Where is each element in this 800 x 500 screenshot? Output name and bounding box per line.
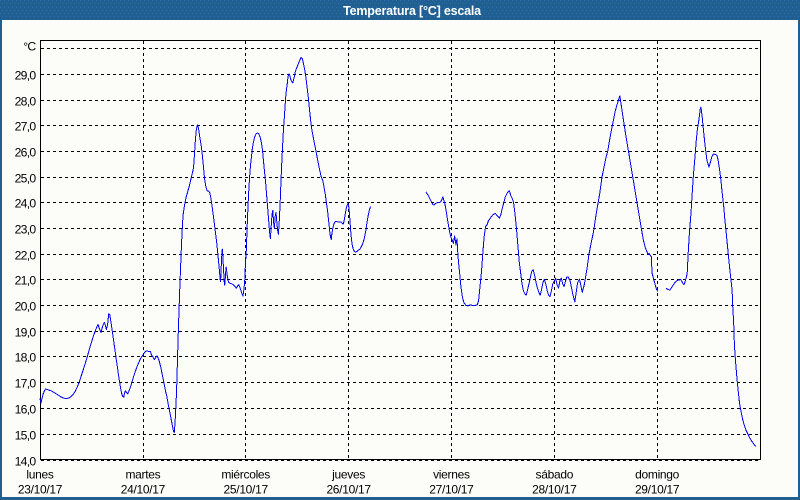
svg-text:17,0: 17,0 xyxy=(15,377,37,391)
svg-text:15,0: 15,0 xyxy=(15,429,37,443)
svg-text:26,0: 26,0 xyxy=(15,146,37,160)
svg-text:Temperatura [°C] escala: Temperatura [°C] escala xyxy=(343,4,482,18)
svg-text:20,0: 20,0 xyxy=(15,300,37,314)
svg-text:29/10/17: 29/10/17 xyxy=(635,483,680,497)
svg-text:21,0: 21,0 xyxy=(15,274,37,288)
svg-text:viernes: viernes xyxy=(433,468,470,482)
svg-text:18,0: 18,0 xyxy=(15,351,37,365)
svg-text:28/10/17: 28/10/17 xyxy=(532,483,577,497)
svg-text:23,0: 23,0 xyxy=(15,223,37,237)
svg-text:miércoles: miércoles xyxy=(221,468,270,482)
svg-text:sábado: sábado xyxy=(536,468,574,482)
svg-text:lunes: lunes xyxy=(26,468,53,482)
svg-text:25,0: 25,0 xyxy=(15,172,37,186)
svg-text:°C: °C xyxy=(23,40,36,54)
svg-text:28,0: 28,0 xyxy=(15,95,37,109)
svg-text:27/10/17: 27/10/17 xyxy=(429,483,474,497)
svg-text:24,0: 24,0 xyxy=(15,197,37,211)
svg-text:domingo: domingo xyxy=(635,468,680,482)
svg-text:24/10/17: 24/10/17 xyxy=(121,483,166,497)
svg-text:26/10/17: 26/10/17 xyxy=(326,483,371,497)
svg-text:29,0: 29,0 xyxy=(15,69,37,83)
svg-text:23/10/17: 23/10/17 xyxy=(18,483,63,497)
svg-text:25/10/17: 25/10/17 xyxy=(224,483,269,497)
svg-text:27,0: 27,0 xyxy=(15,120,37,134)
svg-text:19,0: 19,0 xyxy=(15,326,37,340)
svg-text:16,0: 16,0 xyxy=(15,403,37,417)
svg-text:martes: martes xyxy=(125,468,160,482)
svg-text:jueves: jueves xyxy=(331,468,365,482)
svg-text:22,0: 22,0 xyxy=(15,249,37,263)
svg-text:14,0: 14,0 xyxy=(15,455,37,469)
